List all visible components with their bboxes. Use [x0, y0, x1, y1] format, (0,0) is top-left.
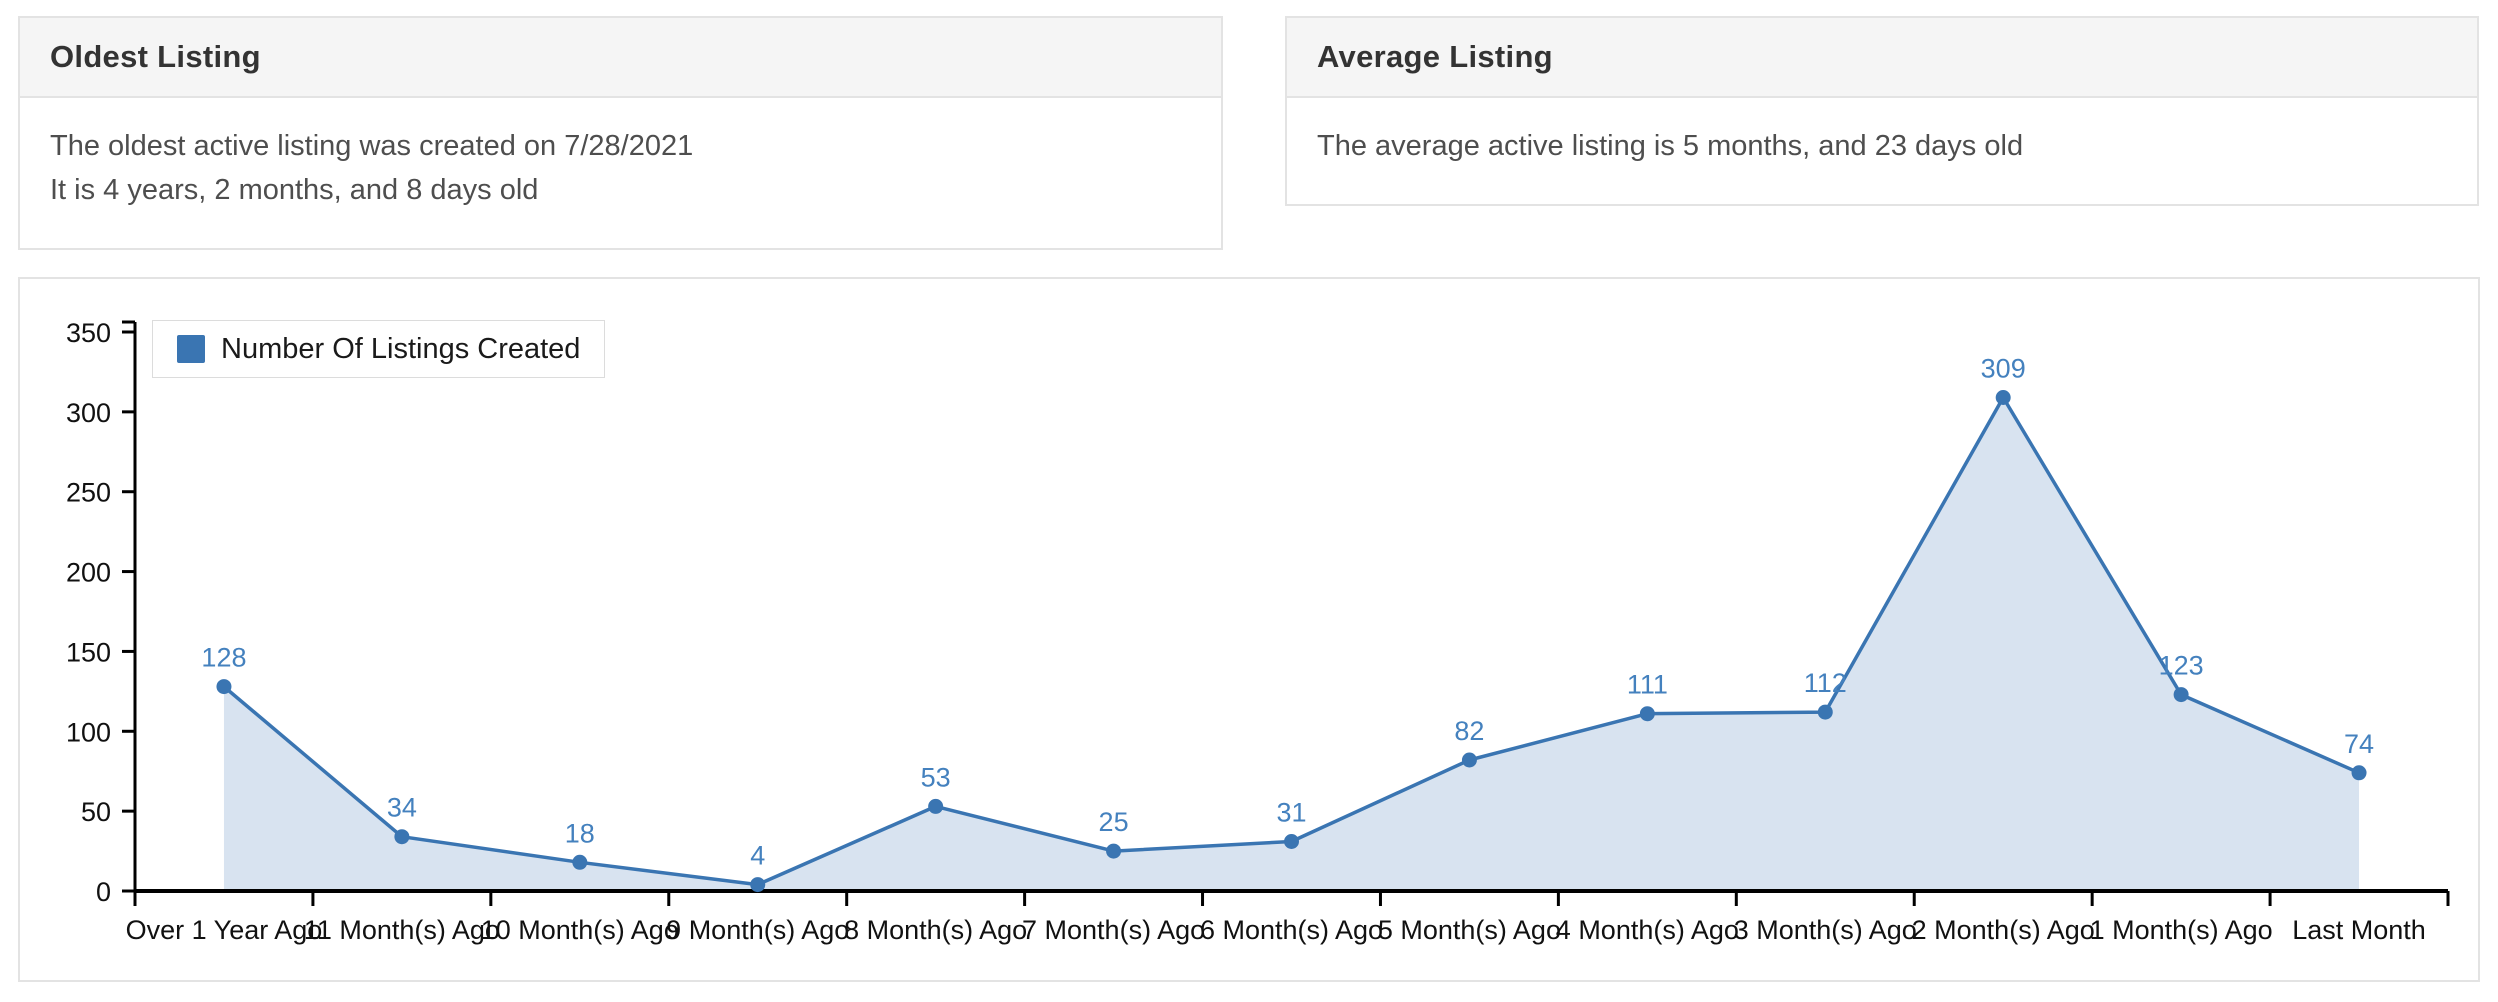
data-point[interactable] — [928, 798, 944, 814]
x-category-label: 2 Month(s) Ago — [1912, 915, 2095, 945]
data-point-label: 74 — [2344, 729, 2374, 759]
data-point[interactable] — [216, 679, 232, 695]
data-point-label: 53 — [921, 762, 951, 792]
average-listing-card-header: Average Listing — [1287, 18, 2477, 98]
data-point-label: 82 — [1454, 716, 1484, 746]
oldest-listing-body: The oldest active listing was created on… — [20, 98, 1221, 248]
data-point[interactable] — [2173, 687, 2189, 703]
x-category-label: 8 Month(s) Ago — [844, 915, 1027, 945]
data-point-label: 4 — [750, 841, 765, 871]
summary-cards-row: Oldest Listing The oldest active listing… — [18, 16, 2480, 250]
x-category-label: 3 Month(s) Ago — [1734, 915, 1917, 945]
data-point[interactable] — [1284, 834, 1299, 849]
x-category-label: 5 Month(s) Ago — [1378, 915, 1561, 945]
data-point-label: 31 — [1276, 798, 1306, 828]
x-category-label: 10 Month(s) Ago — [481, 915, 679, 945]
x-category-label: 7 Month(s) Ago — [1022, 915, 1205, 945]
y-tick-label: 50 — [81, 797, 111, 827]
x-category-label: 4 Month(s) Ago — [1556, 915, 1739, 945]
average-listing-card: Average Listing The average active listi… — [1285, 16, 2479, 206]
oldest-listing-card-header: Oldest Listing — [20, 18, 1221, 98]
data-point[interactable] — [394, 829, 410, 845]
data-point-label: 123 — [2159, 651, 2204, 681]
data-point-label: 112 — [1804, 668, 1847, 698]
data-point-label: 309 — [1981, 354, 2026, 384]
chart-area: 0 50 100 150 200 250 300 350 Over 1 Year Ago 11 M… — [20, 279, 2478, 980]
data-point[interactable] — [1639, 706, 1655, 722]
y-tick-label: 150 — [66, 637, 111, 667]
oldest-listing-line2: It is 4 years, 2 months, and 8 days old — [50, 174, 539, 206]
average-listing-body: The average active listing is 5 months, … — [1287, 98, 2477, 204]
chart-legend-item[interactable]: Number Of Listings Created — [152, 320, 606, 378]
average-listing-line1: The average active listing is 5 months, … — [1317, 130, 2024, 162]
x-category-label: 1 Month(s) Ago — [2090, 915, 2273, 945]
data-point[interactable] — [1817, 704, 1833, 720]
x-category-label: 11 Month(s) Ago — [304, 915, 500, 945]
data-point[interactable] — [1106, 843, 1122, 859]
data-point-label: 128 — [201, 643, 246, 673]
oldest-listing-title: Oldest Listing — [50, 39, 261, 74]
data-point[interactable] — [1461, 752, 1477, 768]
y-tick-label: 300 — [66, 398, 111, 428]
listings-created-chart-card: 0 50 100 150 200 250 300 350 Over 1 Year Ago 11 M… — [18, 277, 2480, 982]
x-category-label: 6 Month(s) Ago — [1200, 915, 1383, 945]
data-point-label: 18 — [565, 818, 595, 848]
y-tick-label: 350 — [66, 318, 111, 348]
y-tick-label: 250 — [66, 478, 111, 508]
legend-swatch-icon — [177, 335, 205, 363]
y-tick-label: 200 — [66, 558, 111, 588]
data-point[interactable] — [2351, 765, 2367, 781]
legend-label: Number Of Listings Created — [221, 332, 581, 365]
data-point[interactable] — [1995, 390, 2011, 405]
y-tick-label: 0 — [96, 877, 111, 907]
x-category-label: Over 1 Year Ago — [126, 915, 323, 945]
average-listing-title: Average Listing — [1317, 39, 1553, 74]
x-category-label: Last Month — [2292, 915, 2426, 945]
y-tick-label: 100 — [66, 717, 111, 747]
data-point[interactable] — [572, 854, 588, 870]
oldest-listing-line1: The oldest active listing was created on… — [50, 130, 694, 162]
data-point[interactable] — [750, 877, 766, 893]
data-point-label: 25 — [1099, 807, 1129, 837]
oldest-listing-card: Oldest Listing The oldest active listing… — [18, 16, 1223, 250]
x-category-label: 9 Month(s) Ago — [666, 915, 849, 945]
area-fill — [223, 397, 2360, 891]
data-point-label: 34 — [387, 793, 417, 823]
data-point-label: 111 — [1627, 670, 1668, 700]
